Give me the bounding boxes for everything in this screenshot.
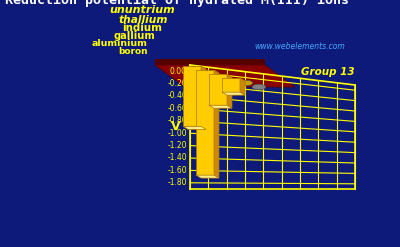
Text: -1.20: -1.20 bbox=[168, 141, 187, 150]
Text: -0.20: -0.20 bbox=[167, 79, 187, 88]
Polygon shape bbox=[227, 74, 232, 108]
Text: indium: indium bbox=[122, 23, 162, 33]
Text: thallium: thallium bbox=[118, 15, 168, 25]
Polygon shape bbox=[222, 92, 245, 95]
Text: -1.60: -1.60 bbox=[167, 166, 187, 175]
Polygon shape bbox=[222, 78, 240, 92]
Text: -1.40: -1.40 bbox=[167, 153, 187, 163]
Text: gallium: gallium bbox=[113, 31, 155, 41]
Text: -1.00: -1.00 bbox=[167, 129, 187, 138]
Text: V: V bbox=[171, 121, 181, 133]
Text: Reduction potential of hydrated M(III) ions: Reduction potential of hydrated M(III) i… bbox=[5, 0, 349, 7]
Text: boron: boron bbox=[118, 47, 148, 57]
Text: aluminium: aluminium bbox=[92, 40, 148, 48]
Polygon shape bbox=[201, 66, 206, 129]
Polygon shape bbox=[240, 78, 245, 95]
Polygon shape bbox=[183, 66, 201, 126]
Polygon shape bbox=[209, 105, 232, 108]
Polygon shape bbox=[196, 175, 219, 178]
Text: Group 13: Group 13 bbox=[301, 67, 355, 77]
Text: 0.00: 0.00 bbox=[170, 67, 187, 76]
Polygon shape bbox=[214, 70, 219, 178]
Ellipse shape bbox=[239, 80, 253, 86]
Text: -1.80: -1.80 bbox=[168, 178, 187, 187]
Text: -0.60: -0.60 bbox=[167, 104, 187, 113]
Polygon shape bbox=[183, 126, 206, 129]
Text: ununtrium: ununtrium bbox=[109, 5, 175, 15]
Text: www.webelements.com: www.webelements.com bbox=[255, 42, 345, 52]
Polygon shape bbox=[209, 74, 227, 105]
Polygon shape bbox=[196, 70, 214, 175]
Ellipse shape bbox=[252, 84, 266, 90]
Text: -0.80: -0.80 bbox=[167, 116, 187, 125]
Polygon shape bbox=[155, 59, 265, 65]
Text: -0.40: -0.40 bbox=[167, 91, 187, 101]
Polygon shape bbox=[155, 65, 295, 87]
